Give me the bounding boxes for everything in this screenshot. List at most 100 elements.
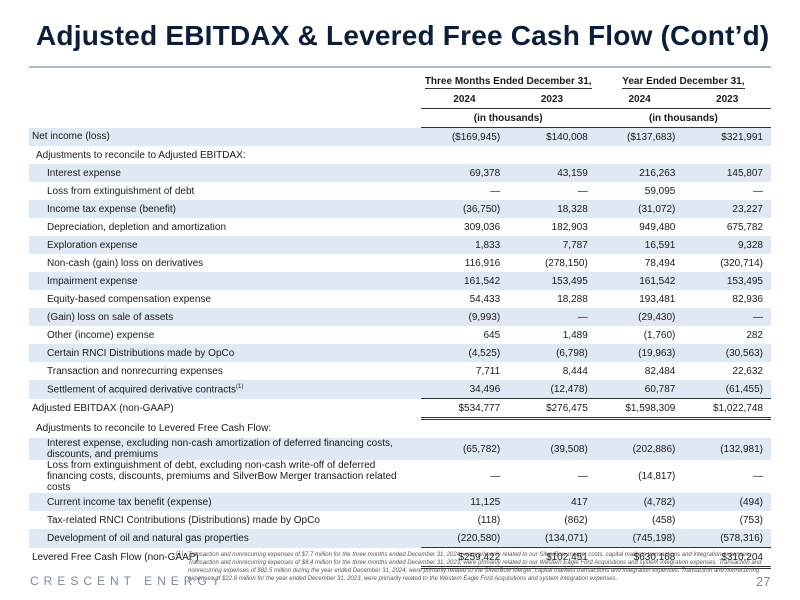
cell-value: ($137,683) — [595, 127, 684, 146]
cell-value: 54,433 — [469, 293, 501, 305]
table-row: Loss from extinguishment of debt — — 59,… — [29, 182, 771, 200]
cell-value: (220,580) — [420, 529, 509, 548]
cell-value: $259,422 — [420, 547, 509, 569]
table-row-adjusted-ebitdax: Adjusted EBITDAX (non-GAAP) $534,777 $27… — [29, 398, 771, 420]
cell-value: 216,263 — [595, 164, 684, 182]
row-label: Impairment expense — [29, 272, 421, 290]
cell-value: $1,598,309 — [595, 398, 684, 420]
cell-value: (4,782) — [595, 493, 684, 511]
row-label: Development of oil and natural gas prope… — [29, 529, 421, 548]
cell-value: (36,750) — [420, 200, 509, 218]
cell-value: 675,782 — [726, 221, 763, 233]
cell-value: 417 — [508, 493, 596, 511]
cell-value: 60,787 — [595, 380, 684, 399]
title-divider — [29, 66, 771, 68]
table-row: Exploration expense 1,833 7,787 16,591 9… — [29, 236, 771, 254]
row-label: Interest expense — [29, 164, 421, 182]
cell-value: (494) — [683, 493, 771, 511]
row-label: Tax-related RNCI Contributions (Distribu… — [47, 514, 320, 526]
cell-value: 82,484 — [644, 365, 676, 377]
row-label: Current income tax benefit (expense) — [29, 493, 421, 511]
row-label: Depreciation, depletion and amortization — [47, 221, 226, 233]
cell-value: (278,150) — [544, 257, 588, 269]
footnote-reference: (1) — [235, 383, 244, 390]
header-year: 2023 — [683, 90, 771, 109]
row-label: Income tax expense (benefit) — [29, 200, 421, 218]
cell-value: 7,711 — [475, 365, 501, 377]
cell-value: 18,288 — [557, 293, 588, 305]
table-row-section-heading: Adjustments to reconcile to Adjusted EBI… — [29, 146, 771, 164]
cell-value: $102,451 — [508, 547, 596, 569]
row-label: Net income (loss) — [29, 127, 421, 146]
cell-value: 34,496 — [420, 380, 509, 399]
cell-value: 145,807 — [683, 164, 771, 182]
cell-value: ($169,945) — [420, 127, 509, 146]
cell-value: $310,204 — [683, 547, 771, 569]
page-number: 27 — [756, 574, 771, 589]
table-row: Transaction and nonrecurring expenses 7,… — [29, 362, 771, 380]
table-row: Loss from extinguishment of debt, exclud… — [29, 460, 771, 493]
header-year: 2023 — [508, 90, 596, 109]
cell-value: 153,495 — [683, 272, 771, 290]
cell-value: 309,036 — [464, 221, 501, 233]
cell-value: $1,022,748 — [683, 398, 771, 420]
cell-value: (65,782) — [420, 438, 509, 460]
cell-value: $140,008 — [508, 127, 596, 146]
cell-value: 153,495 — [508, 272, 596, 290]
header-period-three-months: Three Months Ended December 31, — [424, 75, 592, 89]
footnote-marker: (1) — [176, 551, 184, 557]
cell-value: (134,071) — [508, 529, 596, 548]
cell-value: (6,798) — [508, 344, 596, 362]
cell-value: 18,328 — [508, 200, 596, 218]
cell-value: (753) — [739, 514, 763, 526]
cell-value: (14,817) — [638, 471, 676, 482]
cell-value: (1,760) — [643, 329, 676, 341]
cell-value: (61,455) — [683, 380, 771, 399]
row-label: Transaction and nonrecurring expenses — [47, 365, 223, 377]
cell-value: (458) — [652, 514, 676, 526]
cell-value: 43,159 — [508, 164, 596, 182]
header-units: (in thousands) — [420, 108, 596, 128]
cell-value: 7,787 — [508, 236, 596, 254]
table-row: Impairment expense 161,542 153,495 161,5… — [29, 272, 771, 290]
cell-value: $630,168 — [595, 547, 684, 569]
table-row: Non-cash (gain) loss on derivatives 116,… — [29, 254, 771, 272]
row-label: Adjusted EBITDAX (non-GAAP) — [32, 403, 174, 414]
cell-value: — — [490, 471, 501, 482]
page-title: Adjusted EBITDAX & Levered Free Cash Flo… — [36, 20, 770, 51]
cell-value: 193,481 — [639, 293, 676, 305]
cell-value: (745,198) — [595, 529, 684, 548]
cell-value: 182,903 — [551, 221, 588, 233]
header-units: (in thousands) — [595, 108, 771, 128]
cell-value: 22,632 — [732, 365, 763, 377]
table-row-net-income: Net income (loss) ($169,945) $140,008 ($… — [29, 127, 771, 146]
cell-value: 69,378 — [420, 164, 509, 182]
cell-value: $321,991 — [683, 127, 771, 146]
cell-value: 1,833 — [420, 236, 509, 254]
table-row: Other (income) expense 645 1,489 (1,760)… — [29, 326, 771, 344]
header-units-row: (in thousands) (in thousands) — [29, 108, 771, 128]
cell-value: (9,993) — [420, 308, 509, 326]
table-row: Interest expense, excluding non-cash amo… — [29, 438, 771, 460]
cell-value: 282 — [746, 329, 763, 341]
cell-value: (19,963) — [595, 344, 684, 362]
cell-value: 1,489 — [562, 329, 588, 341]
cell-value: 161,542 — [595, 272, 684, 290]
row-label: Levered Free Cash Flow (non-GAAP) — [32, 552, 199, 563]
cell-value: 16,591 — [595, 236, 684, 254]
cell-value: (118) — [477, 514, 501, 526]
header-year: 2024 — [420, 90, 509, 109]
table-row: (Gain) loss on sale of assets (9,993) — … — [29, 308, 771, 326]
footnote-text: Transaction and nonrecurring expenses of… — [188, 552, 762, 582]
cell-value: — — [753, 471, 763, 482]
company-logo-text: CRESCENT ENERGY — [30, 574, 225, 588]
cell-value: $276,475 — [508, 398, 596, 420]
cell-value: (39,508) — [508, 438, 596, 460]
table-row-levered-free-cash-flow: Levered Free Cash Flow (non-GAAP) $259,4… — [29, 547, 771, 569]
cell-value: 78,494 — [644, 257, 676, 269]
cell-value: 11,125 — [420, 493, 509, 511]
cell-value: (31,072) — [595, 200, 684, 218]
cell-value: 59,095 — [644, 185, 676, 197]
cell-value: (132,981) — [683, 438, 771, 460]
row-label: Adjustments to reconcile to Levered Free… — [36, 422, 272, 434]
